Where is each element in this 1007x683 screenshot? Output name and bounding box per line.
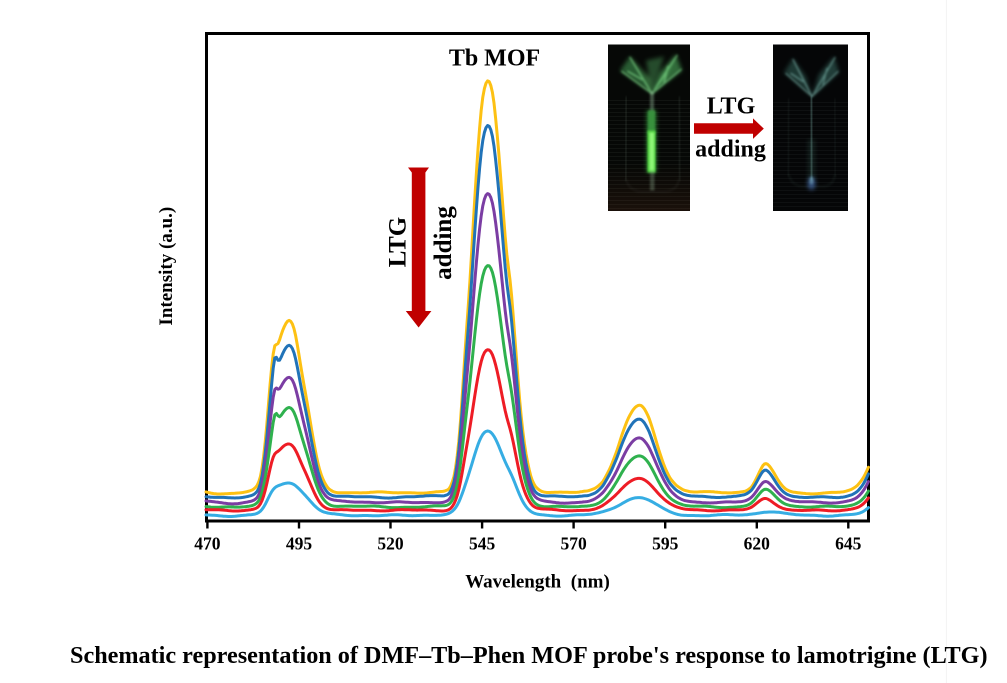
- svg-text:595: 595: [652, 534, 679, 554]
- svg-text:Tb MOF: Tb MOF: [449, 46, 540, 72]
- svg-text:620: 620: [744, 534, 771, 554]
- svg-text:520: 520: [377, 534, 404, 554]
- svg-text:Wavelength (nm): Wavelength (nm): [465, 572, 610, 593]
- svg-text:adding: adding: [695, 137, 766, 163]
- svg-text:Schematic representation of DM: Schematic representation of DMF–Tb–Phen …: [70, 642, 988, 669]
- svg-text:adding: adding: [430, 206, 457, 280]
- svg-text:Intensity (a.u.): Intensity (a.u.): [156, 207, 177, 326]
- svg-text:495: 495: [286, 534, 313, 554]
- svg-text:645: 645: [835, 534, 862, 554]
- svg-text:470: 470: [194, 534, 221, 554]
- svg-text:LTG: LTG: [385, 217, 412, 268]
- svg-text:545: 545: [469, 534, 496, 554]
- svg-text:LTG: LTG: [707, 94, 756, 120]
- svg-text:570: 570: [560, 534, 587, 554]
